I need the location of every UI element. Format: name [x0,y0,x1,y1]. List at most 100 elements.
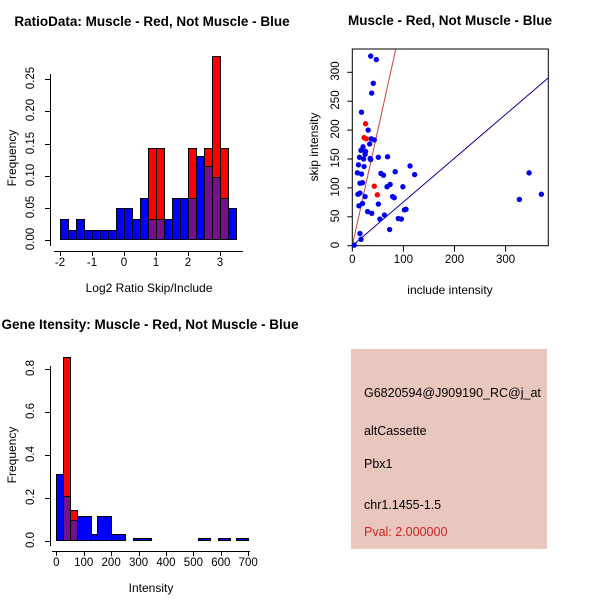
gene-name-text: Pbx1 [364,457,393,471]
y-tick [45,175,50,177]
scatter-point-blue [400,184,406,190]
scatter-point-blue [355,191,361,197]
x-tick-label: 3 [216,257,224,269]
scatter-plot-area: 0 100 200 300 0 50 100 150 200 250 300 [330,48,549,266]
y-axis [50,74,51,246]
scatter-point-blue [367,155,373,162]
scatter-point-blue [358,147,364,154]
x-tick-label: 100 [74,557,94,569]
x-tick [188,251,189,256]
scatter-point-red [362,121,369,127]
x-tick-label: 100 [393,254,413,266]
ratio-histogram-title: RatioData: Muscle - Red, Not Muscle - Bl… [14,14,290,29]
scatter-point-blue [407,163,413,169]
scatter-point-blue [516,196,523,203]
plot-box [351,48,549,247]
scatter-point-blue [386,226,393,233]
x-tick-label: -2 [54,257,66,269]
x-tick [138,551,140,556]
x-axis [52,551,250,552]
scatter-point-blue [370,80,376,86]
scatter-point-blue [366,141,373,147]
scatter-point-blue [389,193,396,200]
scatter-title: Muscle - Red, Not Muscle - Blue [347,13,553,28]
x-tick-label: -1 [86,257,98,269]
y-tick [45,498,50,499]
scatter-point-blue [360,156,367,162]
x-tick [56,551,58,556]
hist-bar-blue [111,533,126,541]
pval-text: Pval: 2.000000 [364,525,448,539]
scatter-point-red [374,192,381,198]
y-tick [45,111,50,113]
x-tick-label: 500 [183,557,203,569]
chromosome-location-text: chr1.1455-1.5 [364,498,442,512]
scatter-point-blue [354,170,361,176]
x-tick-label: 200 [444,254,465,266]
scatter-point-blue [361,163,367,170]
scatter-point-blue [369,90,375,96]
scatter-point-blue [362,193,368,200]
scatter-point-blue [526,170,532,176]
scatter-point-blue [371,137,377,143]
x-tick [83,551,85,556]
scatter-point-blue [384,153,391,160]
hist-bar-blue [76,218,85,240]
hist-bar-blue [97,516,113,541]
probe-id-text: G6820594@J909190_RC@j_at [364,386,541,400]
scatter-point-blue [392,169,398,175]
not-muscle-line [351,77,549,247]
y-tick-label: 0.0 [25,532,37,548]
ratio-histogram-plot-area: 0.00 0.05 0.10 0.15 0.20 0.25 -2 -1 0 1 2 3 [0,0,300,300]
hist-bar-blue [217,537,231,541]
x-tick-label: 700 [238,557,258,569]
hist-bar-blue [228,208,237,240]
scatter-svg [347,48,549,252]
x-tick [156,251,157,256]
scatter-point-blue [373,56,380,63]
x-tick-label: 600 [211,557,231,569]
y-tick [45,79,50,81]
scatter-point-blue [358,236,364,243]
x-tick-label: 400 [156,557,176,569]
x-tick-label: 0 [349,254,356,266]
scatter-point-red [363,136,369,142]
y-tick-label: 300 [330,61,342,81]
y-tick [45,455,50,456]
scatter-point-blue [375,154,382,160]
x-tick-label: 0 [53,557,60,569]
y-tick [45,412,50,413]
x-tick [248,551,250,556]
hist-bar-blue [132,537,152,541]
gene-histogram-title: Gene Itensity: Muscle - Red, Not Muscle … [1,317,299,332]
scatter-point-blue [377,216,383,222]
x-tick [193,551,195,556]
y-tick-label: 0.2 [25,489,37,505]
gene-histogram-x-axis-label: Intensity [128,581,174,595]
y-axis [50,366,51,546]
x-tick-label: 1 [152,257,160,269]
gene-histogram-plot-area: 0.0 0.2 0.4 0.6 0.8 0 100 200 300 400 500 600 700 [0,300,300,600]
x-tick [124,251,125,256]
scatter-point-blue [362,151,368,158]
muscle-line [351,49,397,246]
info-panel: G6820594@J909190_RC@j_at altCassette Pbx… [351,349,547,549]
y-tick [45,143,50,145]
scatter-point-blue [398,216,405,222]
x-tick [60,251,61,256]
y-tick-label: 0.8 [25,360,37,376]
scatter-point-blue [365,127,371,133]
x-tick [111,551,113,556]
y-tick [45,369,50,370]
x-tick-label: 2 [184,257,192,269]
x-tick-label: 0 [120,257,128,269]
x-tick [220,251,221,256]
scatter-point-blue [357,230,363,237]
scatter-point-blue [355,162,362,168]
x-tick [220,551,222,556]
scatter-point-blue [364,208,371,215]
scatter-point-red [371,183,377,189]
hist-bar-blue [76,516,92,541]
y-tick [45,207,50,209]
